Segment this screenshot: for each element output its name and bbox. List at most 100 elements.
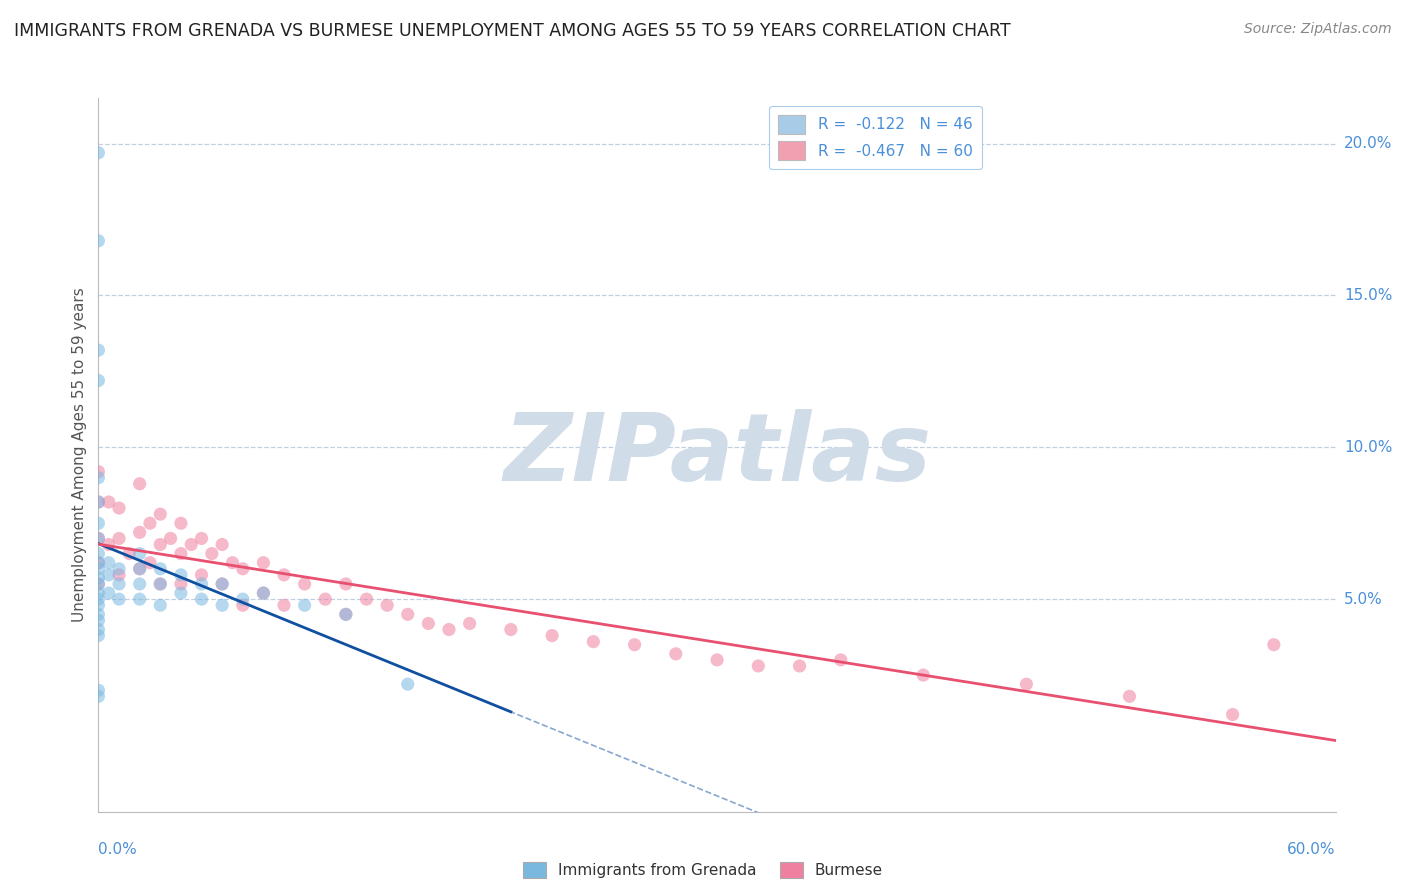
Point <box>170 567 193 582</box>
Point <box>170 516 193 531</box>
Point <box>108 562 131 576</box>
Point <box>128 562 150 576</box>
Point <box>747 659 769 673</box>
Point <box>623 638 645 652</box>
Point <box>541 629 564 643</box>
Legend: Immigrants from Grenada, Burmese: Immigrants from Grenada, Burmese <box>517 856 889 884</box>
Point <box>180 537 202 551</box>
Point <box>201 547 224 561</box>
Point <box>108 532 131 546</box>
Point <box>1222 707 1244 722</box>
Point <box>87 556 110 570</box>
Point <box>87 547 110 561</box>
Point <box>139 556 162 570</box>
Point <box>211 537 233 551</box>
Text: 15.0%: 15.0% <box>1344 288 1392 303</box>
Point <box>706 653 728 667</box>
Legend: R =  -0.122   N = 46, R =  -0.467   N = 60: R = -0.122 N = 46, R = -0.467 N = 60 <box>769 106 981 169</box>
Point <box>396 607 419 622</box>
Point <box>170 586 193 600</box>
Point <box>221 556 243 570</box>
Point <box>118 547 141 561</box>
Point <box>97 567 120 582</box>
Point <box>335 607 357 622</box>
Point <box>273 599 295 613</box>
Text: 60.0%: 60.0% <box>1288 842 1336 857</box>
Point <box>128 577 150 591</box>
Point <box>149 537 172 551</box>
Point <box>830 653 852 667</box>
Point <box>665 647 688 661</box>
Point <box>190 567 212 582</box>
Point <box>149 599 172 613</box>
Point <box>87 683 110 698</box>
Point <box>273 567 295 582</box>
Point <box>87 586 110 600</box>
Point <box>87 374 110 388</box>
Point <box>314 592 336 607</box>
Point <box>87 599 110 613</box>
Point <box>170 547 193 561</box>
Point <box>108 592 131 607</box>
Point <box>87 495 110 509</box>
Point <box>294 599 316 613</box>
Point <box>87 690 110 704</box>
Point <box>87 471 110 485</box>
Point <box>128 525 150 540</box>
Point <box>458 616 481 631</box>
Point <box>356 592 378 607</box>
Point <box>335 607 357 622</box>
Point <box>418 616 440 631</box>
Point <box>252 586 274 600</box>
Point <box>232 599 254 613</box>
Point <box>375 599 398 613</box>
Point <box>97 586 120 600</box>
Point <box>211 577 233 591</box>
Text: 10.0%: 10.0% <box>1344 440 1392 455</box>
Y-axis label: Unemployment Among Ages 55 to 59 years: Unemployment Among Ages 55 to 59 years <box>72 287 87 623</box>
Point <box>128 592 150 607</box>
Point <box>232 562 254 576</box>
Point <box>87 614 110 628</box>
Point <box>87 532 110 546</box>
Point <box>1015 677 1038 691</box>
Text: 5.0%: 5.0% <box>1344 591 1382 607</box>
Point <box>87 629 110 643</box>
Point <box>108 567 131 582</box>
Text: Source: ZipAtlas.com: Source: ZipAtlas.com <box>1244 22 1392 37</box>
Point <box>139 516 162 531</box>
Point <box>87 234 110 248</box>
Point <box>87 577 110 591</box>
Point <box>1118 690 1140 704</box>
Text: ZIPatlas: ZIPatlas <box>503 409 931 501</box>
Point <box>97 556 120 570</box>
Point <box>499 623 522 637</box>
Point <box>789 659 811 673</box>
Point <box>396 677 419 691</box>
Point <box>149 577 172 591</box>
Point <box>190 532 212 546</box>
Point <box>437 623 460 637</box>
Point <box>128 547 150 561</box>
Point <box>170 577 193 591</box>
Point <box>294 577 316 591</box>
Point <box>108 577 131 591</box>
Point <box>128 562 150 576</box>
Text: 0.0%: 0.0% <box>98 842 138 857</box>
Point <box>87 516 110 531</box>
Point <box>1263 638 1285 652</box>
Text: IMMIGRANTS FROM GRENADA VS BURMESE UNEMPLOYMENT AMONG AGES 55 TO 59 YEARS CORREL: IMMIGRANTS FROM GRENADA VS BURMESE UNEMP… <box>14 22 1011 40</box>
Point <box>87 556 110 570</box>
Point <box>149 577 172 591</box>
Point <box>87 465 110 479</box>
Point <box>912 668 935 682</box>
Point <box>87 571 110 585</box>
Point <box>108 501 131 516</box>
Point <box>252 586 274 600</box>
Point <box>149 507 172 521</box>
Point <box>335 577 357 591</box>
Point <box>87 577 110 591</box>
Point <box>211 577 233 591</box>
Point <box>97 537 120 551</box>
Point <box>87 607 110 622</box>
